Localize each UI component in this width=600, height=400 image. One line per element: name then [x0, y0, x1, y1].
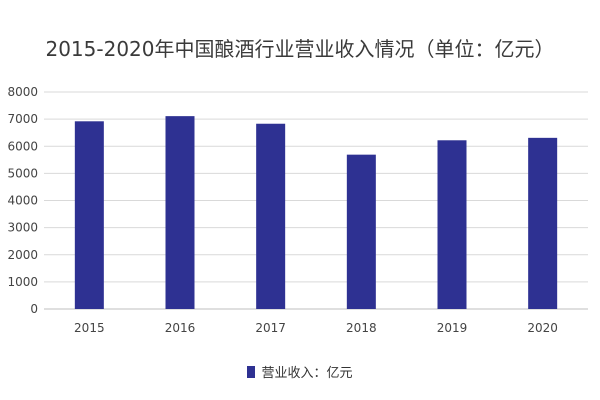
y-tick-label: 8000	[7, 85, 38, 99]
y-tick-label: 4000	[7, 194, 38, 208]
bars	[74, 116, 558, 309]
y-tick-label: 0	[30, 302, 38, 316]
gridlines	[44, 91, 588, 310]
y-tick-label: 1000	[7, 275, 38, 289]
bar-2019	[437, 140, 467, 309]
y-axis-ticks: 0 1000 2000 3000 4000 5000 6000 7000 8000	[7, 85, 38, 316]
x-axis-ticks: 2015 2016 2017 2018 2019 2020	[74, 321, 558, 335]
legend-label: 营业收入：亿元	[261, 366, 353, 381]
x-tick-label: 2017	[255, 321, 286, 335]
legend-swatch	[247, 365, 256, 378]
bar-2015	[74, 121, 104, 309]
chart-title: 2015-2020年中国酿酒行业营业收入情况（单位：亿元）	[45, 37, 555, 61]
y-tick-label: 7000	[7, 112, 38, 126]
x-tick-label: 2019	[437, 321, 468, 335]
x-tick-label: 2015	[74, 321, 105, 335]
bar-2017	[256, 123, 286, 309]
x-tick-label: 2020	[527, 321, 558, 335]
legend: 营业收入：亿元	[0, 362, 600, 381]
x-tick-label: 2016	[165, 321, 196, 335]
y-tick-label: 5000	[7, 166, 38, 180]
bar-2020	[528, 137, 558, 309]
bar-2018	[346, 154, 376, 309]
bar-2016	[165, 116, 195, 309]
y-tick-label: 3000	[7, 221, 38, 235]
y-tick-label: 6000	[7, 139, 38, 153]
x-tick-label: 2018	[346, 321, 377, 335]
y-tick-label: 2000	[7, 248, 38, 262]
